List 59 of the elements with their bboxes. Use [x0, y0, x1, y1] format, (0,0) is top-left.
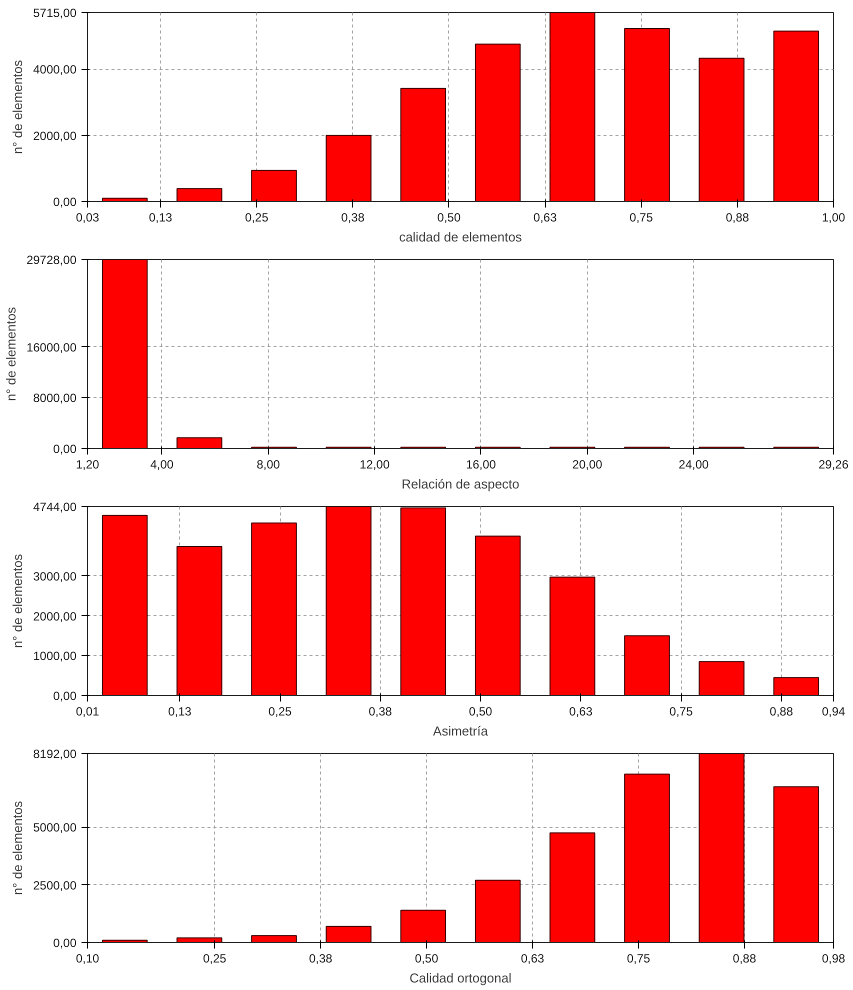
y-tick-label: 3000,00 [33, 569, 77, 584]
x-tick-label: 0,38 [308, 952, 333, 966]
x-tick-label: 0,50 [468, 704, 493, 718]
x-tick-label: 0,50 [437, 210, 461, 224]
x-tick-label: 0,50 [414, 952, 439, 966]
x-tick-label: 0,63 [569, 704, 593, 718]
y-tick-label: 0,00 [53, 442, 77, 456]
y-axis-title: n° de elementos [10, 800, 26, 896]
x-tick-label: 0,01 [76, 704, 100, 718]
y-tick-label: 2000,00 [33, 609, 77, 624]
y-tick-label: 1000,00 [33, 649, 77, 664]
x-tick-label: 0,75 [630, 210, 654, 224]
x-tick-label: 1,20 [76, 458, 100, 472]
y-tick-label: 0,00 [53, 936, 77, 950]
x-tick-label: 0,75 [669, 704, 694, 718]
y-tick-label: 5715,00 [33, 6, 77, 20]
x-tick-label: 4,00 [150, 458, 174, 472]
y-tick-label: 2500,00 [33, 878, 77, 892]
x-tick-label: 0,38 [341, 210, 365, 224]
x-tick-label: 0,98 [822, 952, 846, 966]
y-axis-title: n° de elementos [10, 59, 26, 154]
x-tick-label: 0,63 [520, 952, 545, 966]
x-tick-label: 0,25 [268, 704, 292, 718]
y-tick-label: 16000,00 [26, 340, 77, 354]
x-tick-label: 1,00 [822, 210, 846, 224]
x-tick-label: 0,38 [368, 704, 392, 718]
x-tick-label: 8,00 [256, 458, 280, 472]
x-axis-title: Calidad ortogonal [410, 970, 512, 986]
x-axis-title: Asimetría [433, 724, 489, 738]
x-tick-label: 0,63 [533, 210, 558, 224]
y-tick-label: 4744,00 [33, 500, 77, 514]
y-tick-label: 2000,00 [33, 128, 77, 143]
x-tick-label: 0,75 [626, 952, 651, 966]
y-tick-label: 5000,00 [33, 820, 77, 835]
x-tick-label: 0,25 [245, 210, 269, 224]
x-axis-title: calidad de elementos [399, 230, 522, 244]
y-tick-label: 0,00 [53, 689, 77, 703]
y-axis-title: n° de elementos [10, 553, 26, 648]
x-tick-label: 0,25 [202, 952, 227, 966]
x-tick-label: 12,00 [360, 458, 390, 472]
x-tick-label: 29,26 [818, 458, 849, 472]
y-tick-label: 4000,00 [33, 62, 77, 77]
x-tick-label: 20,00 [572, 458, 603, 472]
x-tick-label: 0,94 [822, 704, 846, 718]
x-tick-label: 16,00 [466, 458, 496, 472]
y-axis-title: n° de elementos [3, 306, 18, 402]
x-tick-label: 0,03 [76, 210, 100, 224]
x-axis-title: Relación de aspecto [402, 476, 520, 492]
x-tick-label: 0,88 [732, 952, 756, 966]
x-tick-label: 0,88 [770, 704, 794, 718]
x-tick-label: 0,13 [148, 210, 173, 224]
x-tick-label: 24,00 [678, 458, 709, 472]
x-tick-label: 0,13 [168, 704, 192, 718]
y-tick-label: 29728,00 [26, 253, 77, 267]
y-tick-label: 0,00 [53, 195, 77, 209]
x-tick-label: 0,88 [726, 210, 750, 224]
y-tick-label: 8192,00 [33, 747, 77, 761]
x-tick-label: 0,10 [76, 952, 100, 966]
y-tick-label: 8000,00 [33, 391, 77, 406]
